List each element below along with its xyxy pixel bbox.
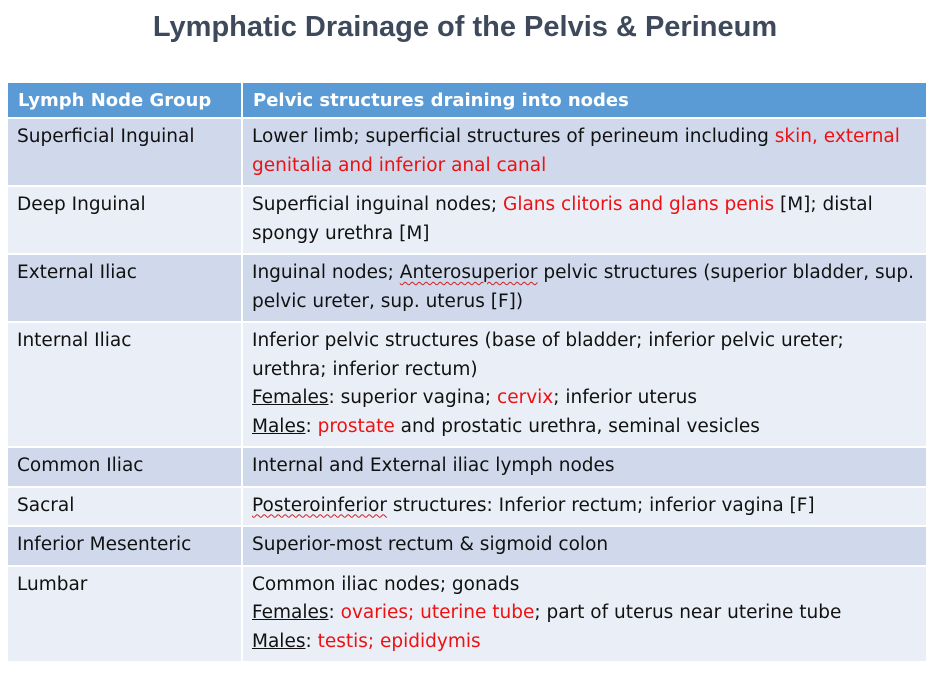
drainage-cell: Inguinal nodes; Anterosuperior pelvic st… <box>242 253 926 322</box>
males-label: Males <box>252 630 306 652</box>
females-line: Females: ovaries; uterine tube; part of … <box>252 599 917 628</box>
table-row: Superficial Inguinal Lower limb; superfi… <box>8 117 926 186</box>
drainage-cell: Superior-most rectum & sigmoid colon <box>242 525 926 566</box>
drainage-text: ; inferior uterus <box>553 387 697 408</box>
drainage-text: Common iliac nodes; gonads <box>252 573 520 595</box>
node-group-cell: Superficial Inguinal <box>8 117 243 186</box>
females-label: Females <box>252 387 329 408</box>
highlight-text: ovaries; uterine tube <box>340 602 535 623</box>
drainage-cell: Inferior pelvic structures (base of blad… <box>242 321 926 447</box>
table-row: Deep Inguinal Superficial inguinal nodes… <box>8 185 926 254</box>
highlight-text: skin, external genitalia and inferior an… <box>252 126 900 176</box>
node-group-cell: Sacral <box>8 485 243 526</box>
lymph-drainage-table: Lymph Node Group Pelvic structures drain… <box>8 83 926 661</box>
females-label: Females <box>252 602 329 623</box>
drainage-text: Lower limb; superficial structures of pe… <box>252 126 775 147</box>
drainage-text: [M]; distal spongy urethra [M] <box>252 194 873 244</box>
table-row: External Iliac Inguinal nodes; Anterosup… <box>8 253 926 322</box>
spellcheck-word: Posteroinferior <box>252 494 388 516</box>
drainage-text: pelvic structures (superior bladder, sup… <box>252 262 914 312</box>
drainage-text: Internal and External iliac lymph nodes <box>252 455 615 476</box>
drainage-cell: Common iliac nodes; gonads Females: ovar… <box>242 564 926 661</box>
table-row: Lumbar Common iliac nodes; gonads Female… <box>8 564 926 661</box>
table-row: Inferior Mesenteric Superior-most rectum… <box>8 525 926 566</box>
node-group-cell: Common Iliac <box>8 446 243 487</box>
drainage-text: ; part of uterus near uterine tube <box>534 602 842 623</box>
table-row: Internal Iliac Inferior pelvic structure… <box>8 321 926 447</box>
drainage-text: structures: Inferior rectum; inferior va… <box>387 494 815 516</box>
node-group-cell: Internal Iliac <box>8 321 243 447</box>
drainage-cell: Lower limb; superficial structures of pe… <box>242 117 926 186</box>
node-group-cell: Lumbar <box>8 564 243 661</box>
table-row: Common Iliac Internal and External iliac… <box>8 446 926 487</box>
highlight-text: testis; epididymis <box>317 630 481 652</box>
drainage-text: : superior vagina; <box>328 387 498 408</box>
drainage-cell: Internal and External iliac lymph nodes <box>242 446 926 487</box>
spellcheck-word: Anterosuperior <box>399 262 538 283</box>
drainage-text: and prostatic urethra, seminal vesicles <box>394 415 760 437</box>
females-line: Females: superior vagina; cervix; inferi… <box>252 384 917 413</box>
drainage-text: : <box>305 630 318 652</box>
males-line: Males: testis; epididymis <box>252 628 917 657</box>
males-line: Males: prostate and prostatic urethra, s… <box>252 413 917 442</box>
node-group-cell: External Iliac <box>8 253 243 322</box>
drainage-text: : <box>328 602 341 623</box>
table-row: Sacral Posteroinferior structures: Infer… <box>8 485 926 526</box>
highlight-text: Glans clitoris and glans penis <box>503 194 775 215</box>
table-header-row: Lymph Node Group Pelvic structures drain… <box>8 83 926 118</box>
node-group-cell: Deep Inguinal <box>8 185 243 254</box>
drainage-text: Superficial inguinal nodes; <box>252 194 503 215</box>
drainage-text: Inferior pelvic structures (base of blad… <box>252 330 844 380</box>
header-lymph-node-group: Lymph Node Group <box>8 83 243 118</box>
drainage-text: : <box>305 415 318 437</box>
drainage-text: Inguinal nodes; <box>252 262 400 283</box>
highlight-text: prostate <box>317 415 395 437</box>
drainage-cell: Superficial inguinal nodes; Glans clitor… <box>242 185 926 254</box>
drainage-text: Superior-most rectum & sigmoid colon <box>252 534 609 555</box>
slide-title: Lymphatic Drainage of the Pelvis & Perin… <box>152 11 778 43</box>
node-group-cell: Inferior Mesenteric <box>8 525 243 566</box>
highlight-text: cervix <box>497 387 554 408</box>
males-label: Males <box>252 415 306 437</box>
drainage-cell: Posteroinferior structures: Inferior rec… <box>242 485 926 526</box>
header-pelvic-structures: Pelvic structures draining into nodes <box>242 83 926 118</box>
